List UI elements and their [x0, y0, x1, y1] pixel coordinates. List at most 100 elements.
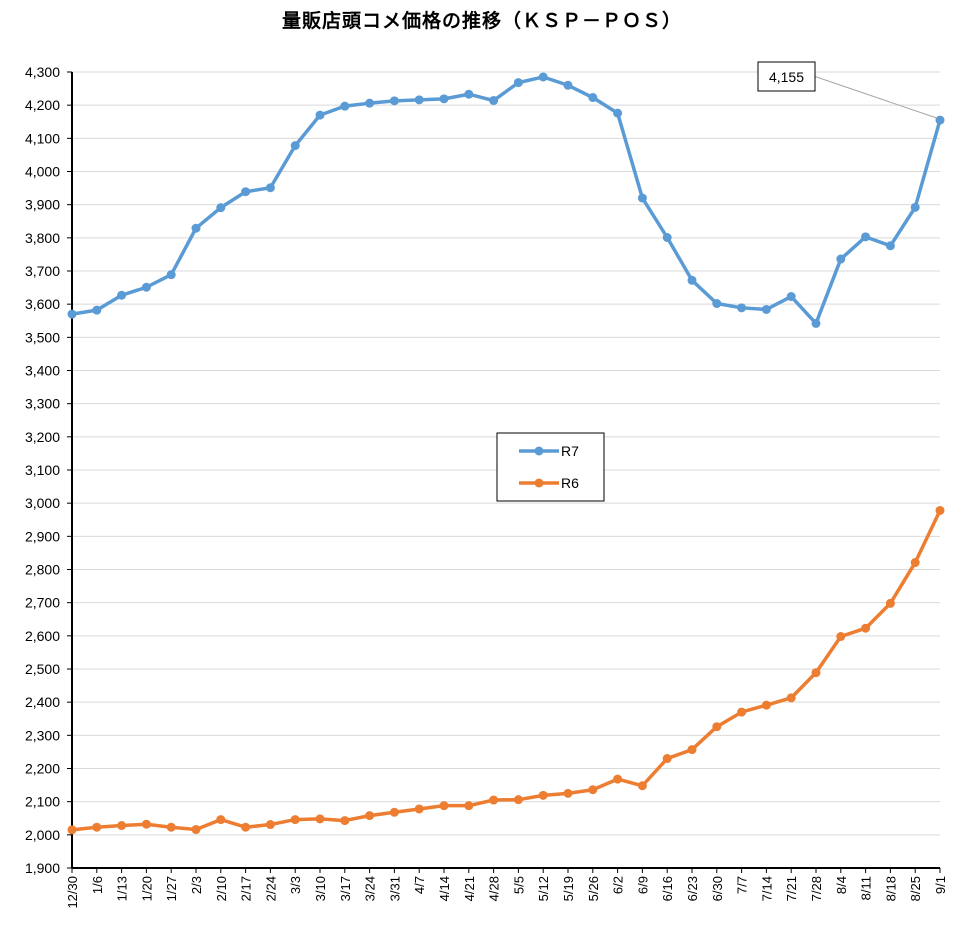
data-point-R7 [191, 223, 201, 233]
data-point-R6 [662, 754, 672, 764]
data-point-R6 [637, 781, 647, 791]
x-tick-label: 5/19 [561, 876, 576, 901]
y-tick-label: 3,200 [25, 429, 60, 445]
y-tick-label: 3,900 [25, 197, 60, 213]
x-tick-label: 5/26 [586, 876, 601, 901]
y-tick-label: 4,000 [25, 164, 60, 180]
data-point-R6 [737, 707, 747, 717]
data-point-R6 [563, 788, 573, 798]
data-point-R7 [265, 183, 275, 193]
data-point-R7 [538, 72, 548, 82]
data-point-R6 [67, 825, 77, 835]
data-point-R6 [117, 821, 127, 831]
data-point-R7 [166, 270, 176, 280]
x-axis-ticks: 12/30 1/6 1/13 1/20 1/27 2/3 2/10 2/17 2/24 3/3 3/… [65, 876, 948, 909]
x-tick-label: 2/24 [263, 876, 278, 901]
y-tick-label: 3,400 [25, 363, 60, 379]
data-point-R6 [613, 774, 623, 784]
x-tick-label: 7/28 [809, 876, 824, 901]
data-point-R6 [687, 745, 697, 755]
chart-title: 量販店頭コメ価格の推移（ＫＳＰ－ＰＯＳ） [281, 10, 682, 32]
x-tick-label: 8/11 [859, 876, 874, 900]
y-tick-label: 3,700 [25, 263, 60, 279]
data-point-R6 [241, 822, 251, 832]
data-point-R6 [92, 822, 102, 832]
y-tick-label: 2,700 [25, 595, 60, 611]
y-tick-label: 3,000 [25, 495, 60, 511]
data-point-R7 [737, 303, 747, 313]
data-point-R7 [439, 94, 449, 104]
x-tick-label: 1/13 [115, 876, 130, 901]
data-point-R7 [811, 318, 821, 328]
data-point-R7 [712, 299, 722, 309]
data-point-R7 [241, 187, 251, 197]
x-tick-label: 7/7 [735, 876, 750, 894]
x-tick-label: 8/4 [834, 876, 849, 894]
x-tick-label: 3/10 [313, 876, 328, 901]
data-point-R7 [687, 275, 697, 285]
data-point-R7 [414, 95, 424, 105]
axes [67, 71, 941, 873]
data-point-R6 [861, 623, 871, 633]
data-point-R6 [216, 815, 226, 825]
grid-lines [72, 71, 940, 836]
x-tick-label: 1/27 [164, 876, 179, 901]
x-tick-label: 3/3 [288, 876, 303, 894]
data-point-R6 [712, 722, 722, 732]
y-tick-label: 2,400 [25, 694, 60, 710]
y-tick-label: 2,300 [25, 727, 60, 743]
data-point-R6 [910, 558, 920, 568]
data-point-R6 [340, 816, 350, 826]
data-point-R6 [389, 807, 399, 817]
data-point-R7 [885, 241, 895, 251]
data-point-R7 [464, 89, 474, 99]
x-tick-label: 4/21 [462, 876, 477, 901]
x-tick-label: 5/12 [536, 876, 551, 901]
x-tick-label: 12/30 [65, 876, 80, 909]
x-tick-label: 2/10 [214, 876, 229, 901]
y-tick-label: 2,000 [25, 827, 60, 843]
data-point-R6 [811, 668, 821, 678]
x-tick-label: 9/1 [933, 876, 948, 894]
data-point-R6 [315, 814, 325, 824]
data-point-R7 [513, 78, 523, 88]
x-tick-label: 6/23 [685, 876, 700, 901]
legend-label-R7: R7 [561, 443, 579, 459]
data-point-R7 [613, 108, 623, 118]
data-point-R6 [265, 820, 275, 830]
y-tick-label: 1,900 [25, 860, 60, 876]
data-point-R6 [836, 631, 846, 641]
y-tick-label: 3,100 [25, 462, 60, 478]
y-tick-label: 2,900 [25, 528, 60, 544]
series-lines [67, 72, 945, 835]
y-tick-label: 4,200 [25, 97, 60, 113]
y-tick-label: 3,800 [25, 230, 60, 246]
x-tick-label: 6/30 [710, 876, 725, 901]
y-tick-label: 2,200 [25, 761, 60, 777]
x-tick-label: 1/20 [139, 876, 154, 901]
data-point-R6 [786, 693, 796, 703]
data-point-R7 [563, 80, 573, 90]
x-tick-label: 7/21 [784, 876, 799, 901]
data-point-R6 [538, 790, 548, 800]
data-point-R6 [166, 822, 176, 832]
data-point-R6 [365, 811, 375, 821]
x-tick-label: 3/24 [363, 876, 378, 901]
data-point-R7 [315, 110, 325, 120]
x-tick-label: 4/14 [437, 876, 452, 901]
data-point-R6 [513, 795, 523, 805]
y-tick-label: 3,500 [25, 329, 60, 345]
data-point-R7 [836, 254, 846, 264]
y-axis-ticks: 1,900 2,000 2,100 2,200 2,300 2,400 2,500 2,600… [25, 64, 60, 876]
data-point-R7 [761, 304, 771, 314]
data-point-R7 [290, 141, 300, 151]
y-tick-label: 4,100 [25, 130, 60, 146]
data-point-R7 [67, 309, 77, 319]
x-tick-label: 8/18 [883, 876, 898, 901]
x-tick-label: 5/5 [511, 876, 526, 894]
y-tick-label: 4,300 [25, 64, 60, 80]
data-point-R6 [588, 785, 598, 795]
y-tick-label: 2,600 [25, 628, 60, 644]
annotations: 4,155 [757, 61, 938, 119]
